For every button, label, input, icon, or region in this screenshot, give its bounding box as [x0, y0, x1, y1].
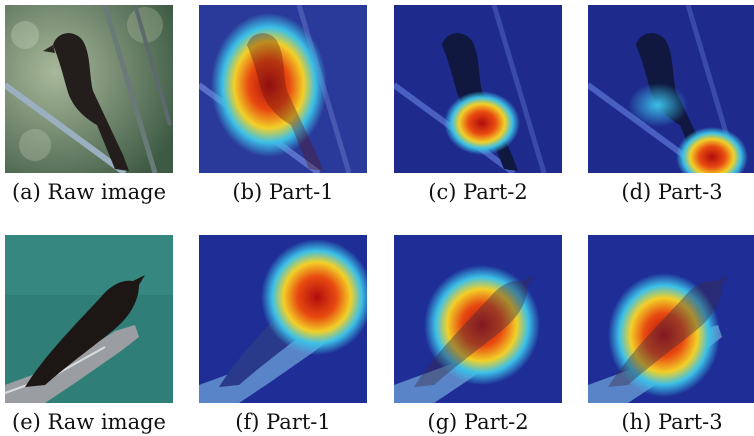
heatmap-panel-h [588, 235, 754, 403]
caption-e: (e) Raw image [12, 410, 166, 434]
caption-g: (g) Part-2 [427, 410, 529, 434]
raw-image-a [5, 5, 173, 173]
raw-image-panel-e [5, 235, 173, 403]
raw-image-panel-a [5, 5, 173, 173]
heatmap-g [394, 235, 562, 403]
heatmap-b [199, 5, 367, 173]
heatmap-h [588, 235, 754, 403]
caption-a: (a) Raw image [11, 180, 167, 204]
heatmap-d [588, 5, 754, 173]
heatmap-panel-b [199, 5, 367, 173]
caption-h: (h) Part-3 [621, 410, 723, 434]
caption-b: (b) Part-1 [232, 180, 334, 204]
heatmap-c [394, 5, 562, 173]
heatmap-panel-c [394, 5, 562, 173]
heatmap-panel-f [199, 235, 367, 403]
heatmap-panel-d [588, 5, 754, 173]
caption-c: (c) Part-2 [428, 180, 528, 204]
heatmap-f [199, 235, 367, 403]
caption-d: (d) Part-3 [621, 180, 723, 204]
raw-image-e [5, 235, 173, 403]
caption-f: (f) Part-1 [235, 410, 331, 434]
heatmap-panel-g [394, 235, 562, 403]
